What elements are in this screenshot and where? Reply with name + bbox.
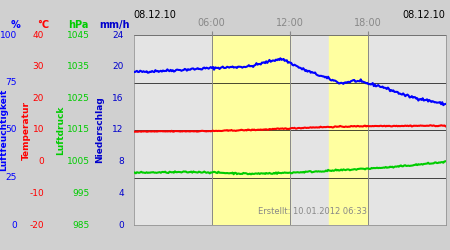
Text: 1035: 1035	[67, 62, 90, 71]
Text: 30: 30	[32, 62, 44, 71]
Text: 1025: 1025	[67, 94, 90, 103]
Text: 08.12.10: 08.12.10	[403, 10, 446, 20]
Text: %: %	[11, 20, 21, 30]
Bar	[328, 35, 368, 225]
Text: 40: 40	[33, 30, 44, 40]
Text: 985: 985	[73, 220, 90, 230]
Text: mm/h: mm/h	[99, 20, 130, 30]
Text: 24: 24	[112, 30, 124, 40]
Text: -20: -20	[30, 220, 44, 230]
Text: 1045: 1045	[67, 30, 90, 40]
Text: Luftfeuchtigkeit: Luftfeuchtigkeit	[0, 89, 8, 171]
Text: 100: 100	[0, 30, 17, 40]
Text: 12: 12	[112, 126, 124, 134]
Text: 20: 20	[112, 62, 124, 71]
Text: 0: 0	[11, 220, 17, 230]
Text: 25: 25	[6, 173, 17, 182]
Text: 0: 0	[38, 157, 44, 166]
Text: 16: 16	[112, 94, 124, 103]
Bar	[212, 35, 290, 225]
Text: 50: 50	[5, 126, 17, 134]
Text: 4: 4	[118, 189, 124, 198]
Text: 995: 995	[73, 189, 90, 198]
Text: 75: 75	[5, 78, 17, 87]
Text: Niederschlag: Niederschlag	[95, 96, 104, 164]
Text: 0: 0	[118, 220, 124, 230]
Text: °C: °C	[37, 20, 49, 30]
Text: 20: 20	[33, 94, 44, 103]
Text: 08.12.10: 08.12.10	[134, 10, 176, 20]
Text: 8: 8	[118, 157, 124, 166]
Text: 1015: 1015	[67, 126, 90, 134]
Text: Temperatur: Temperatur	[22, 100, 31, 160]
Text: 10: 10	[32, 126, 44, 134]
Text: Luftdruck: Luftdruck	[56, 105, 65, 155]
Text: -10: -10	[29, 189, 44, 198]
Text: hPa: hPa	[68, 20, 89, 30]
Text: 1005: 1005	[67, 157, 90, 166]
Text: Erstellt: 10.01.2012 06:33: Erstellt: 10.01.2012 06:33	[258, 206, 367, 216]
